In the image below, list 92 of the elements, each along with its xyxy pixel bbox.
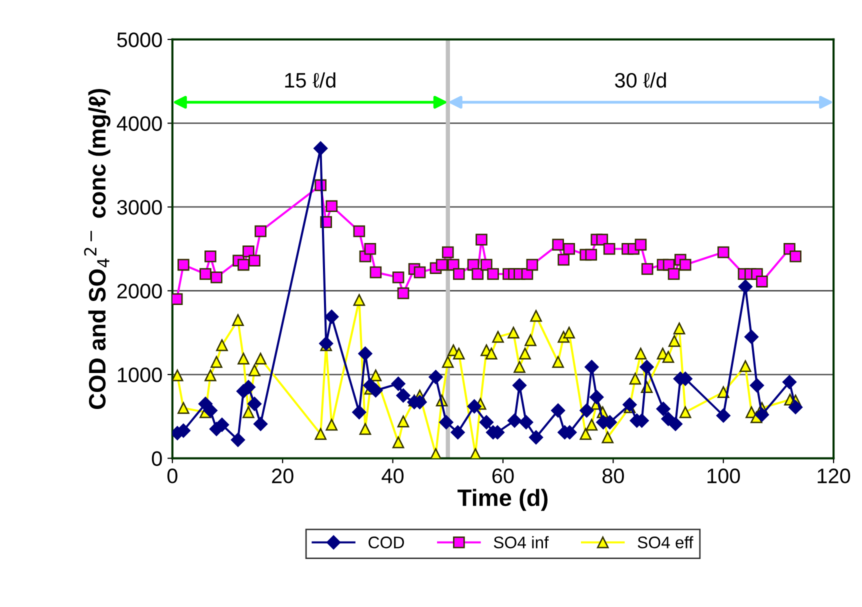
- x-tick-label: 60: [492, 468, 514, 484]
- point: [640, 360, 654, 374]
- annotation: 30 ℓ/d: [614, 72, 666, 88]
- y-tick-label: 2000: [117, 284, 162, 299]
- point: [528, 430, 544, 444]
- x-tick-label: 40: [382, 468, 404, 484]
- legend-label: SO4 eff: [638, 536, 694, 548]
- point: [450, 425, 465, 440]
- point: [668, 268, 680, 280]
- point: [603, 242, 616, 255]
- point: [428, 370, 443, 384]
- point: [238, 258, 250, 271]
- point: [391, 376, 406, 391]
- point: [248, 254, 260, 266]
- point: [552, 238, 564, 251]
- point: [744, 330, 759, 344]
- point: [324, 310, 339, 324]
- y-tick-label: 0: [152, 451, 162, 466]
- point: [353, 225, 366, 238]
- x-tick-label: 20: [272, 468, 294, 484]
- point: [622, 398, 637, 412]
- point: [442, 246, 454, 258]
- point: [558, 254, 570, 266]
- y-tick-label: 4000: [116, 116, 162, 131]
- point: [584, 360, 599, 374]
- point: [782, 374, 797, 390]
- point: [738, 279, 752, 294]
- point: [314, 141, 328, 156]
- point: [750, 378, 764, 392]
- point: [519, 415, 534, 430]
- point: [585, 248, 598, 261]
- point: [247, 396, 262, 411]
- point: [368, 383, 383, 398]
- point: [253, 416, 268, 432]
- point: [596, 234, 608, 246]
- point: [550, 403, 566, 418]
- point: [467, 399, 482, 414]
- point: [203, 403, 218, 418]
- point: [641, 263, 654, 275]
- point: [364, 242, 376, 255]
- point: [717, 246, 730, 258]
- point: [370, 266, 382, 278]
- point: [452, 268, 465, 280]
- x-tick-label: 0: [167, 468, 178, 484]
- point: [326, 200, 338, 212]
- point: [242, 245, 254, 258]
- point: [479, 415, 494, 430]
- x-tick-label: 100: [708, 468, 740, 484]
- point: [788, 400, 803, 414]
- point: [230, 432, 246, 447]
- point: [397, 287, 410, 300]
- point: [563, 242, 575, 255]
- point: [200, 268, 212, 280]
- point: [668, 416, 683, 432]
- legend-label: SO4 inf: [494, 536, 549, 548]
- y-axis-title: COD and SO$_{4}$$^{2−}$ conc (mg/ℓ): [84, 88, 110, 410]
- point: [480, 258, 492, 271]
- annotation: 15 ℓ/d: [285, 72, 336, 88]
- point: [178, 258, 190, 271]
- point: [204, 250, 216, 262]
- point: [210, 271, 222, 284]
- point: [396, 388, 410, 403]
- point: [590, 390, 604, 404]
- y-tick-label: 1000: [118, 368, 162, 382]
- x-axis-title: Time (d): [458, 488, 548, 511]
- point: [526, 258, 538, 271]
- legend-label: COD: [368, 536, 404, 548]
- y-tick-label: 3000: [117, 200, 162, 215]
- point: [716, 408, 730, 423]
- point: [352, 405, 366, 420]
- point: [580, 403, 594, 418]
- x-tick-label: 120: [818, 468, 850, 484]
- point: [754, 408, 770, 422]
- point: [476, 234, 488, 246]
- point: [439, 415, 454, 430]
- point: [790, 250, 802, 262]
- point: [414, 266, 426, 278]
- point: [512, 378, 527, 392]
- point: [472, 268, 484, 280]
- point: [436, 258, 448, 271]
- point: [634, 238, 647, 251]
- point: [254, 225, 266, 238]
- point: [487, 268, 499, 280]
- point: [656, 402, 670, 416]
- point: [679, 258, 692, 271]
- point: [172, 293, 183, 306]
- y-tick-label: 5000: [117, 32, 162, 48]
- point: [507, 414, 522, 428]
- point: [756, 276, 768, 288]
- x-tick-label: 80: [602, 468, 624, 484]
- point: [392, 271, 404, 284]
- point: [358, 346, 372, 361]
